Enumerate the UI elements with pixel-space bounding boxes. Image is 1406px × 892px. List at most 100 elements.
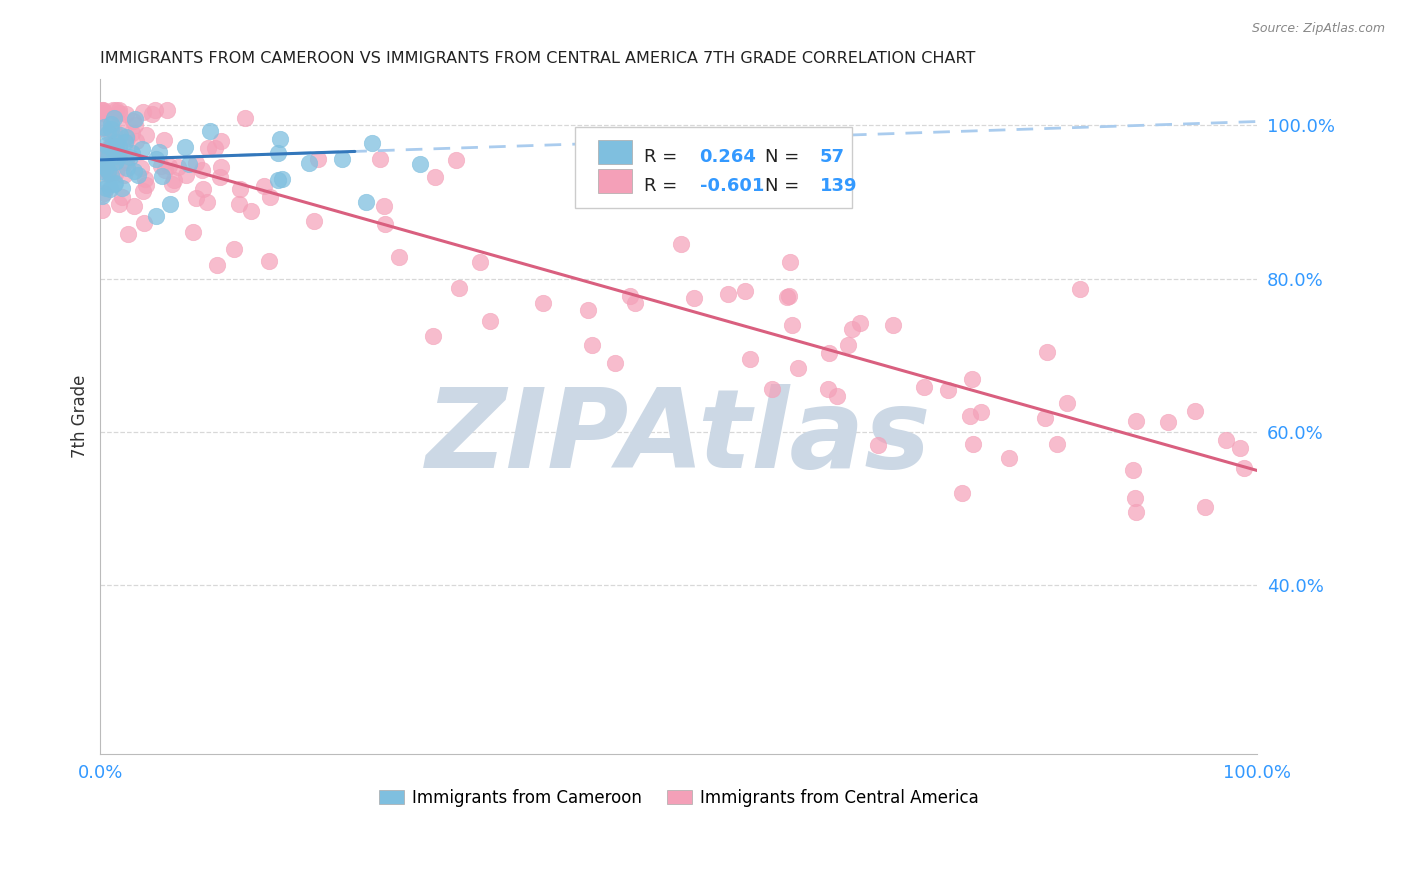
Point bbox=[135, 178, 157, 192]
Point bbox=[373, 199, 395, 213]
Point bbox=[90, 148, 112, 162]
Point bbox=[120, 150, 142, 164]
Point bbox=[235, 112, 257, 126]
Point bbox=[115, 129, 138, 144]
Point bbox=[950, 486, 973, 500]
Point bbox=[121, 146, 143, 161]
Point bbox=[153, 163, 176, 178]
Point bbox=[368, 153, 391, 167]
Point bbox=[107, 138, 129, 153]
Point bbox=[145, 209, 167, 223]
Point bbox=[90, 158, 112, 172]
Point bbox=[125, 135, 148, 149]
Point bbox=[224, 242, 246, 256]
Point bbox=[191, 163, 214, 178]
Point bbox=[100, 140, 122, 154]
Point bbox=[782, 318, 804, 332]
Point bbox=[90, 103, 112, 117]
Point bbox=[1121, 463, 1143, 477]
Point bbox=[91, 202, 114, 217]
Point bbox=[776, 290, 799, 304]
Point bbox=[1194, 500, 1216, 514]
Point bbox=[97, 163, 120, 178]
Point bbox=[135, 128, 157, 142]
Point bbox=[117, 227, 139, 241]
Point bbox=[683, 291, 706, 305]
Point bbox=[211, 160, 233, 174]
Point bbox=[150, 169, 173, 184]
Text: R =: R = bbox=[644, 177, 683, 195]
Point bbox=[121, 126, 143, 140]
Point bbox=[96, 138, 118, 153]
Point bbox=[98, 139, 121, 153]
Point bbox=[1046, 437, 1069, 451]
Point bbox=[163, 173, 186, 187]
Point bbox=[91, 103, 114, 117]
Point bbox=[100, 117, 122, 131]
Point bbox=[112, 168, 135, 182]
Point bbox=[200, 124, 222, 138]
Point bbox=[143, 103, 166, 117]
Point bbox=[114, 135, 136, 149]
Point bbox=[195, 195, 218, 210]
Point bbox=[148, 145, 170, 159]
Point bbox=[1033, 410, 1056, 425]
Point bbox=[150, 159, 173, 173]
Point bbox=[959, 409, 981, 423]
Point bbox=[209, 134, 232, 148]
Point bbox=[817, 382, 839, 396]
Point bbox=[531, 295, 554, 310]
Point bbox=[361, 136, 384, 150]
Point bbox=[107, 149, 129, 163]
Point bbox=[93, 186, 115, 201]
Text: N =: N = bbox=[765, 148, 806, 166]
Point bbox=[267, 173, 290, 187]
Point bbox=[124, 112, 146, 126]
Text: R =: R = bbox=[644, 148, 683, 166]
Text: N =: N = bbox=[765, 177, 806, 195]
Point bbox=[104, 154, 127, 169]
Bar bbox=[598, 169, 633, 193]
Point bbox=[108, 116, 131, 130]
Point bbox=[166, 160, 188, 174]
Point bbox=[868, 438, 890, 452]
Point bbox=[104, 139, 127, 153]
Text: ZIPAtlas: ZIPAtlas bbox=[426, 384, 931, 491]
Point bbox=[132, 184, 155, 198]
Point bbox=[253, 179, 276, 194]
Point bbox=[1125, 414, 1147, 428]
Point bbox=[90, 106, 112, 120]
Point bbox=[115, 153, 138, 168]
Point bbox=[108, 106, 131, 120]
Point bbox=[970, 405, 993, 419]
Point bbox=[298, 156, 321, 170]
Point bbox=[998, 450, 1021, 465]
Point bbox=[1069, 282, 1091, 296]
Point bbox=[108, 144, 131, 158]
Point bbox=[103, 176, 125, 190]
Point bbox=[740, 352, 762, 367]
Point bbox=[177, 157, 200, 171]
Point bbox=[960, 372, 983, 386]
Point bbox=[105, 154, 128, 169]
Point bbox=[108, 128, 131, 143]
Point bbox=[1229, 441, 1251, 455]
Point bbox=[160, 178, 183, 192]
Point bbox=[204, 140, 226, 154]
Point bbox=[174, 168, 197, 182]
Point bbox=[122, 163, 145, 178]
Point bbox=[100, 121, 122, 136]
Point bbox=[734, 284, 756, 298]
Point bbox=[108, 103, 131, 117]
Point bbox=[1233, 461, 1256, 475]
Point bbox=[181, 225, 204, 239]
Point bbox=[127, 168, 149, 182]
Point bbox=[1184, 404, 1206, 418]
Point bbox=[173, 139, 195, 153]
Point bbox=[94, 161, 117, 175]
Text: -0.601: -0.601 bbox=[700, 177, 763, 195]
Text: 0.264: 0.264 bbox=[700, 148, 756, 166]
Point bbox=[105, 103, 128, 117]
Point bbox=[155, 103, 177, 117]
Point bbox=[837, 338, 859, 352]
